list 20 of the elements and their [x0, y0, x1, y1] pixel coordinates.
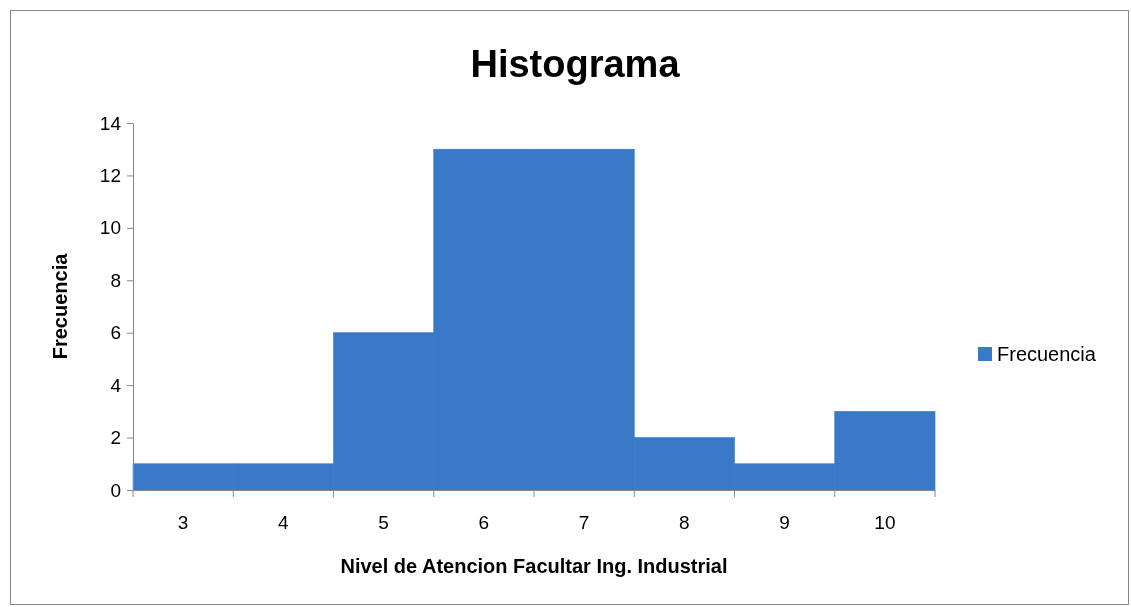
chart-title: Histograma: [470, 43, 681, 85]
y-tick-label: 8: [110, 269, 121, 291]
x-tick-label: 8: [679, 512, 690, 534]
x-tick-label: 3: [177, 512, 189, 534]
y-tick-label: 14: [99, 112, 122, 134]
y-axis-title: Frecuencia: [49, 252, 71, 360]
y-tick-label: 4: [110, 374, 122, 396]
x-axis-title: Nivel de Atencion Facultar Ing. Industrial: [340, 555, 728, 577]
y-tick-label: 0: [110, 479, 121, 501]
y-tick-label: 10: [99, 217, 121, 239]
legend-label: Frecuencia: [997, 343, 1097, 365]
x-tick-label: 10: [874, 512, 896, 534]
y-tick-label: 12: [99, 165, 121, 187]
y-tick-label: 6: [110, 322, 121, 344]
x-tick-label: 6: [478, 512, 490, 534]
x-tick-label: 5: [378, 512, 389, 534]
x-tick-label: 4: [278, 512, 290, 534]
y-tick-label: 2: [110, 427, 121, 449]
x-tick-label: 9: [779, 512, 790, 534]
x-tick-label: 7: [578, 512, 590, 534]
